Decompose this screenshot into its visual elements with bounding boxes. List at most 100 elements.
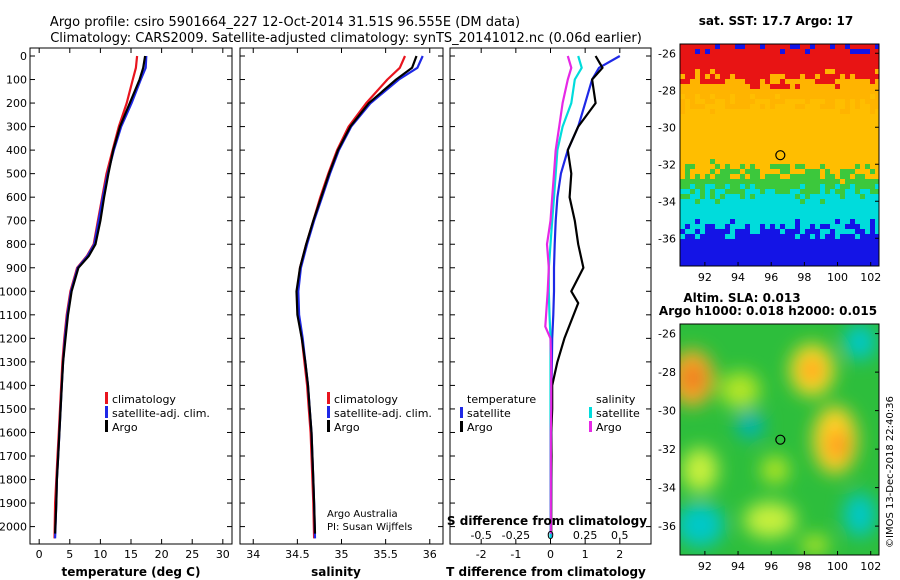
sst-cell — [840, 104, 846, 110]
sst-cell — [810, 74, 816, 80]
sst-cell — [830, 194, 836, 200]
sst-cell — [735, 69, 741, 75]
sst-cell — [770, 244, 776, 250]
sst-cell — [695, 189, 701, 195]
sst-cell — [865, 209, 871, 215]
sla-blob — [801, 535, 829, 555]
sst-cell — [685, 214, 691, 220]
sst-cell — [810, 124, 816, 130]
sst-cell — [860, 59, 866, 65]
sst-cell — [775, 204, 781, 210]
sla-blob — [761, 456, 789, 484]
sst-cell — [845, 74, 851, 80]
sst-cell — [755, 84, 761, 90]
sst-cell — [720, 164, 726, 170]
sst-cell — [830, 99, 836, 105]
x-tick-label: 5 — [66, 548, 73, 561]
sst-cell — [870, 44, 876, 50]
sst-cell — [715, 214, 721, 220]
sst-cell — [760, 144, 766, 150]
sst-cell — [785, 164, 791, 170]
sst-cell — [695, 264, 701, 266]
sst-cell — [845, 179, 851, 185]
y-tick-label: 400 — [6, 144, 27, 157]
sst-cell — [875, 134, 879, 140]
y-tick-label: 1500 — [0, 403, 27, 416]
sst-cell — [800, 219, 806, 225]
sst-cell — [785, 54, 791, 60]
sst-cell — [760, 179, 766, 185]
sst-cell — [830, 214, 836, 220]
sst-cell — [800, 189, 806, 195]
sst-cell — [705, 49, 711, 55]
sst-cell — [855, 99, 861, 105]
sst-cell — [775, 74, 781, 80]
sst-cell — [755, 164, 761, 170]
sst-cell — [870, 244, 876, 250]
sst-cell — [720, 64, 726, 70]
sst-cell — [785, 224, 791, 230]
sst-cell — [815, 79, 821, 85]
x-tick-label: 34 — [246, 548, 260, 561]
sla-blob — [683, 366, 703, 390]
legend-swatch-argo — [105, 420, 108, 432]
sst-cell — [840, 179, 846, 185]
sst-cell — [865, 164, 871, 170]
sst-cell — [700, 129, 706, 135]
sst-cell — [815, 174, 821, 180]
sst-cell — [845, 104, 851, 110]
sst-cell — [750, 169, 756, 175]
salinity-panel — [239, 47, 444, 545]
sst-cell — [775, 164, 781, 170]
sst-cell — [695, 249, 701, 255]
sst-cell — [710, 44, 716, 50]
sst-cell — [825, 144, 831, 150]
sst-cell — [825, 44, 831, 50]
sst-cell — [865, 134, 871, 140]
sst-cell — [720, 114, 726, 120]
sst-cell — [855, 244, 861, 250]
sst-cell — [755, 144, 761, 150]
sst-cell — [835, 149, 841, 155]
sst-cell — [750, 194, 756, 200]
sst-cell — [850, 149, 856, 155]
sst-cell — [720, 219, 726, 225]
sst-cell — [845, 219, 851, 225]
sst-cell — [790, 224, 796, 230]
sst-cell — [850, 259, 856, 265]
sst-cell — [705, 129, 711, 135]
sst-cell — [875, 234, 879, 240]
map-y-tick-label: -26 — [658, 47, 676, 60]
sst-cell — [820, 164, 826, 170]
sst-cell — [785, 124, 791, 130]
sst-cell — [685, 259, 691, 265]
sst-cell — [770, 59, 776, 65]
sst-cell — [765, 174, 771, 180]
sst-cell — [760, 139, 766, 145]
sst-cell — [695, 54, 701, 60]
sst-cell — [725, 149, 731, 155]
sst-cell — [760, 169, 766, 175]
sst-cell — [785, 214, 791, 220]
sla-blob — [720, 372, 760, 408]
sst-cell — [840, 249, 846, 255]
sst-cell — [870, 59, 876, 65]
sst-cell — [750, 54, 756, 60]
sst-cell — [840, 159, 846, 165]
sst-cell — [870, 179, 876, 185]
sst-cell — [735, 204, 741, 210]
sst-cell — [770, 114, 776, 120]
sst-cell — [745, 104, 751, 110]
sst-cell — [820, 189, 826, 195]
sst-cell — [695, 254, 701, 260]
sst-cell — [735, 194, 741, 200]
sst-cell — [770, 264, 776, 266]
sst-cell — [820, 84, 826, 90]
sst-cell — [800, 59, 806, 65]
sst-cell — [720, 109, 726, 115]
sst-cell — [825, 194, 831, 200]
sst-cell — [795, 99, 801, 105]
sst-cell — [725, 134, 731, 140]
sst-cell — [860, 199, 866, 205]
sst-cell — [725, 259, 731, 265]
